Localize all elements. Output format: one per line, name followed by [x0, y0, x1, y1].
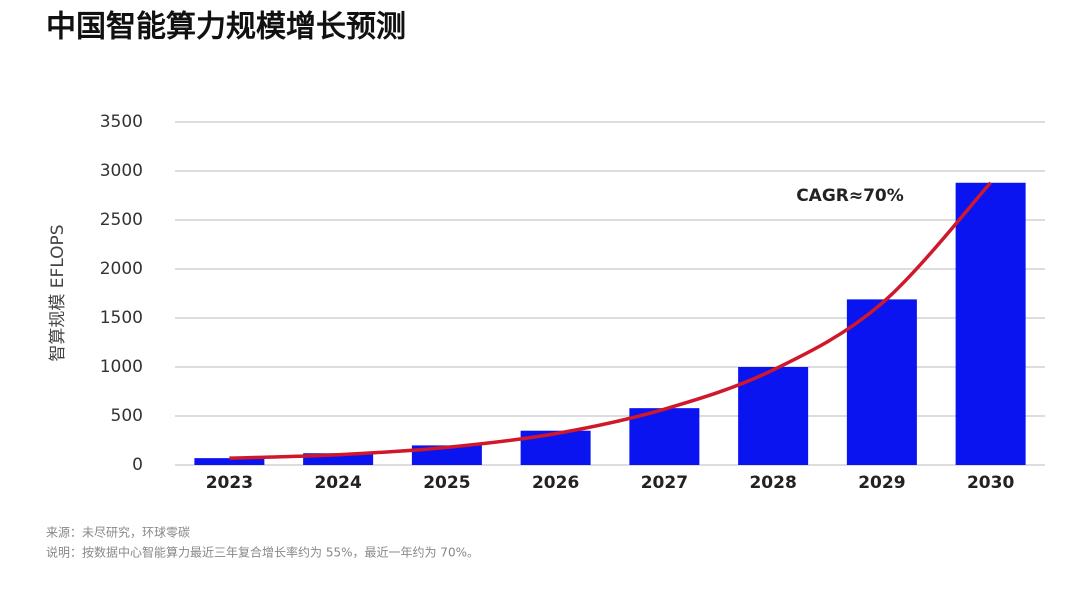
y-tick-label: 1000 [100, 357, 143, 377]
bar [955, 182, 1026, 465]
bar [629, 408, 700, 465]
bar [303, 453, 374, 465]
annotation: CAGR≈70% [796, 186, 904, 206]
y-tick-label: 2500 [100, 210, 143, 230]
x-tick-label: 2023 [206, 473, 253, 493]
x-tick-label: 2030 [967, 473, 1014, 493]
x-tick-label: 2027 [641, 473, 688, 493]
x-tick-label: 2026 [532, 473, 579, 493]
y-tick-label: 500 [111, 406, 143, 426]
source: 来源：未尽研究，环球零碳 [46, 525, 190, 540]
y-tick-label: 2000 [100, 259, 143, 279]
bar [194, 458, 265, 465]
x-tick-label: 2024 [314, 473, 361, 493]
y-tick-label: 0 [132, 455, 143, 475]
bar [738, 367, 809, 465]
x-tick-label: 2029 [858, 473, 905, 493]
note: 说明：按数据中心智能算力最近三年复合增长率约为 55%，最近一年约为 70%。 [46, 545, 479, 560]
chart-title: 中国智能算力规模增长预测 [46, 10, 406, 45]
x-tick-label: 2028 [749, 473, 796, 493]
bar [846, 299, 917, 465]
y-tick-label: 1500 [100, 308, 143, 328]
trend-line [229, 181, 992, 460]
y-tick-label: 3000 [100, 161, 143, 181]
y-tick-label: 3500 [100, 112, 143, 132]
y-axis-label: 智算规模 EFLOPS [48, 224, 68, 361]
x-tick-label: 2025 [423, 473, 470, 493]
